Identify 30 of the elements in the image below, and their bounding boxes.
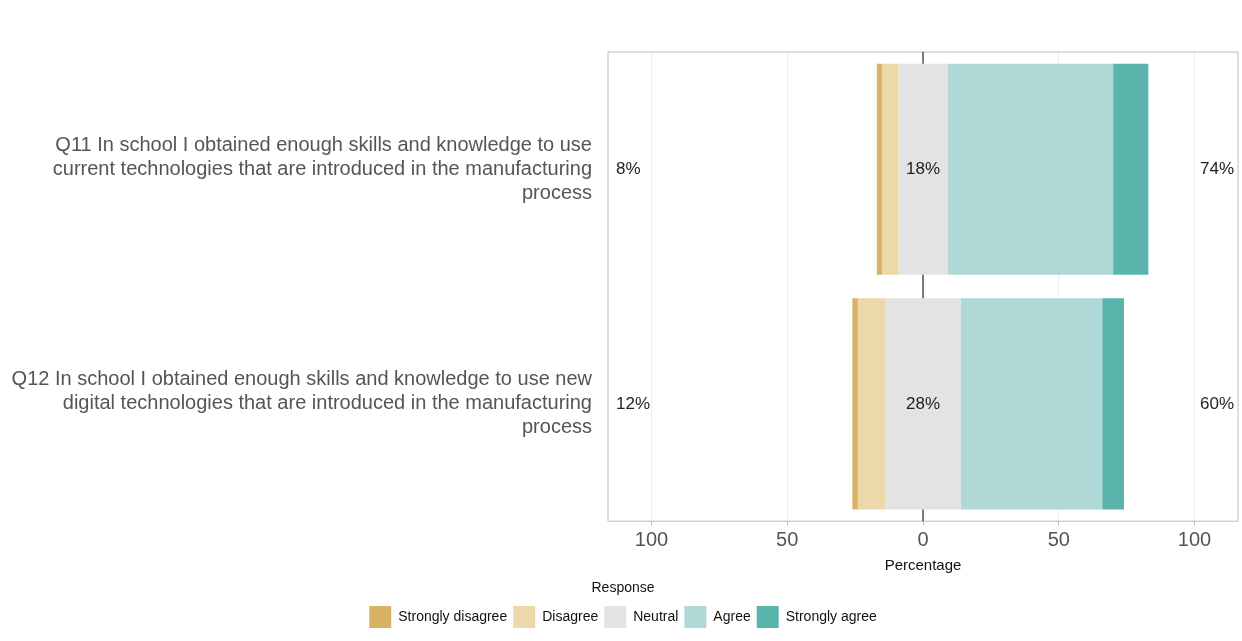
annotation: 28% <box>905 393 941 413</box>
x-tick-label: 0 <box>917 527 929 550</box>
x-axis-title: Percentage <box>884 556 962 574</box>
legend-label: Neutral <box>633 607 679 624</box>
bar <box>882 63 899 275</box>
x-tick-label: 100 <box>634 527 669 550</box>
legend-label: Strongly agree <box>785 607 877 624</box>
annotation: 8% <box>616 158 641 178</box>
bar <box>852 298 858 510</box>
bar <box>1102 298 1124 510</box>
bar <box>898 63 948 275</box>
x-tick-label: 50 <box>1047 527 1070 550</box>
x-tick-label: 50 <box>776 527 799 550</box>
bar <box>857 298 885 510</box>
bar <box>947 63 1114 275</box>
legend-title: Response <box>591 579 655 596</box>
bar <box>1113 63 1149 275</box>
y-tick-label: Q11 In school I obtained enough skills and knowledge to use current technologies that are introduced in the manufacturing process <box>52 132 592 203</box>
legend-label: Strongly disagree <box>398 607 508 624</box>
y-tick-label: Q12 In school I obtained enough skills and knowledge to use new digital technologies that are introduced in the manufacturing process <box>11 367 593 438</box>
annotation: 18% <box>905 158 941 178</box>
x-tick-label: 100 <box>1177 527 1212 550</box>
legend-label: Agree <box>713 607 751 624</box>
legend-label: Disagree <box>542 607 599 624</box>
bar <box>961 298 1103 510</box>
bar <box>884 298 962 510</box>
bar <box>876 63 883 275</box>
annotation: 12% <box>616 393 651 413</box>
annotation: 74% <box>1199 158 1234 178</box>
annotation: 60% <box>1199 393 1234 413</box>
